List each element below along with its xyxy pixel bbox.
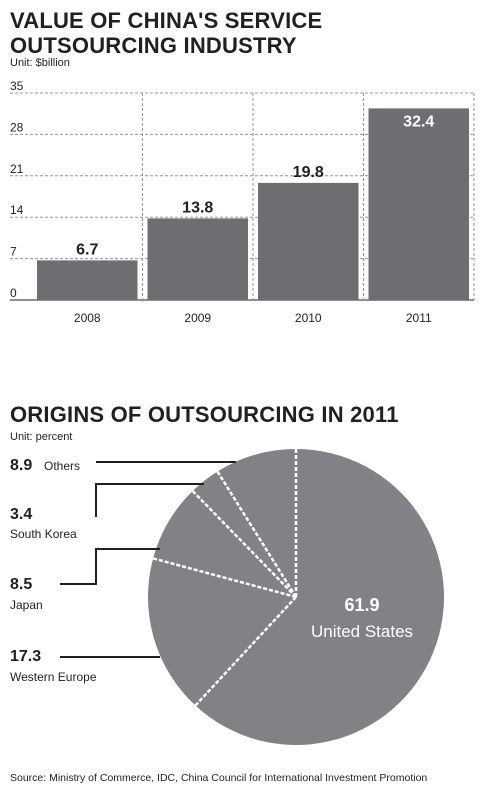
y-tick-label: 21: [10, 162, 24, 176]
y-tick-label: 28: [10, 120, 24, 134]
bar-2008: [37, 260, 138, 300]
x-tick-label: 2010: [295, 311, 322, 325]
source-note: Source: Ministry of Commerce, IDC, China…: [10, 772, 428, 784]
callout-line: [60, 548, 160, 585]
callout-value: 8.9: [10, 457, 32, 474]
bar-2011: [368, 108, 469, 301]
pie-category-label: United States: [311, 622, 413, 641]
pie-slice-western-europe: [147, 558, 296, 706]
pie-value-label: 61.9: [344, 595, 379, 615]
bar-2009: [147, 218, 248, 300]
bar-chart-title: VALUE OF CHINA'S SERVICE OUTSOURCING IND…: [10, 8, 323, 58]
pie-slice-japan: [153, 491, 296, 597]
slice-separator: [194, 596, 297, 707]
slice-separator: [216, 470, 298, 598]
pie-slice-united-states: [195, 449, 444, 745]
bar-value-label: 6.7: [76, 241, 98, 258]
y-tick-label: 14: [10, 203, 24, 217]
callout-value: 17.3: [10, 648, 41, 665]
callout-label: Others: [44, 459, 80, 473]
bar-2010: [258, 182, 359, 300]
bar-value-label: 32.4: [403, 113, 434, 130]
slice-separator: [152, 557, 297, 599]
x-tick-label: 2011: [406, 311, 432, 325]
y-tick-label: 0: [10, 286, 17, 300]
callout-label: Japan: [10, 598, 43, 612]
y-tick-label: 7: [10, 245, 17, 259]
callout-line: [95, 483, 204, 517]
callout-label: South Korea: [10, 527, 77, 541]
callout-value: 3.4: [10, 506, 32, 523]
x-tick-label: 2009: [184, 311, 211, 325]
bar-chart: 0 7 14 21 28 35 6.7 2008 13.8 2009 19.8 2010 32.4 201…: [10, 79, 475, 325]
callout-label: Western Europe: [10, 670, 97, 684]
callout-value: 8.5: [10, 576, 32, 593]
bar-value-label: 13.8: [182, 199, 213, 216]
y-tick-label: 35: [10, 79, 24, 93]
pie-chart-title: ORIGINS OF OUTSOURCING IN 2011: [10, 402, 399, 427]
bar-value-label: 19.8: [293, 164, 324, 181]
pie-slice-others: [217, 449, 296, 597]
bar-chart-unit: Unit: $billion: [10, 57, 70, 69]
slice-separator: [191, 490, 297, 598]
pie-slice-south-korea: [192, 471, 296, 597]
pie-chart-unit: Unit: percent: [10, 431, 73, 443]
x-tick-label: 2008: [74, 311, 101, 325]
